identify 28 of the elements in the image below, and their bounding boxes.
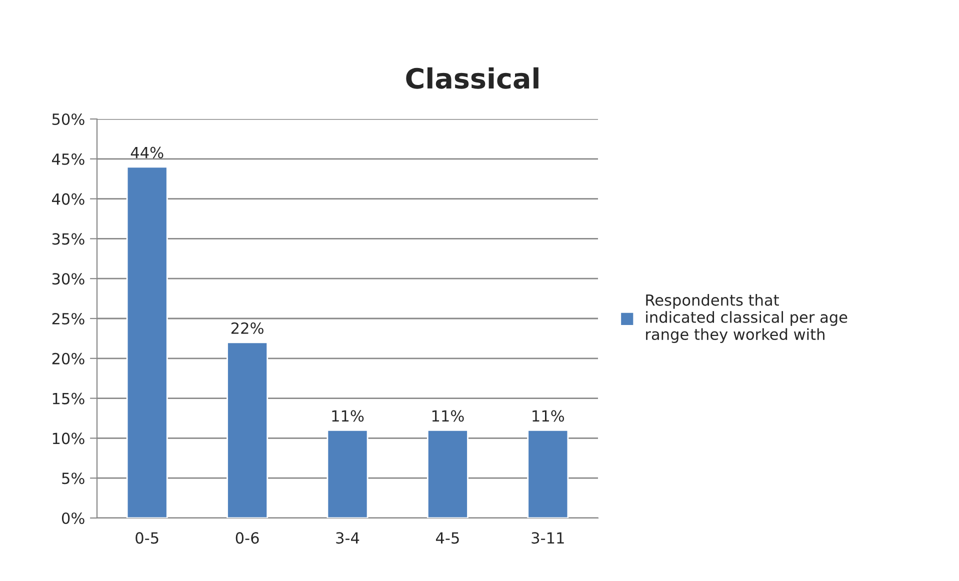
data-label: 11% [432, 410, 464, 422]
x-tick-label: 0-5 [136, 532, 158, 544]
data-label: 44% [130, 146, 164, 158]
y-tick-label: 5% [62, 472, 84, 484]
y-tick-label: 40% [52, 193, 84, 205]
data-label: 11% [332, 410, 364, 422]
bar [226, 342, 268, 518]
chart-title: Classical [406, 67, 538, 89]
bar [527, 430, 569, 518]
bar [426, 430, 468, 518]
y-tick-label: 15% [52, 392, 84, 404]
y-tick-label: 20% [52, 352, 84, 364]
x-tick-label: 3-4 [336, 532, 360, 544]
y-tick-label: 45% [52, 153, 84, 165]
y-tick-label: 50% [52, 113, 84, 126]
y-tick-label: 25% [52, 312, 84, 325]
x-tick-label: 4-5 [436, 532, 459, 544]
legend-label: Respondents that indicated classical per age range they worked with [646, 294, 848, 343]
bar [126, 166, 168, 518]
y-tick-label: 35% [52, 233, 84, 245]
data-label: 22% [231, 322, 264, 334]
y-tick-label: 0% [62, 512, 84, 524]
y-tick-label: 10% [52, 432, 84, 444]
x-tick-label: 3-11 [532, 532, 564, 544]
y-tick-label: 30% [52, 273, 84, 285]
bar [326, 430, 368, 518]
data-label: 11% [532, 410, 564, 422]
x-tick-label: 0-6 [236, 532, 259, 544]
